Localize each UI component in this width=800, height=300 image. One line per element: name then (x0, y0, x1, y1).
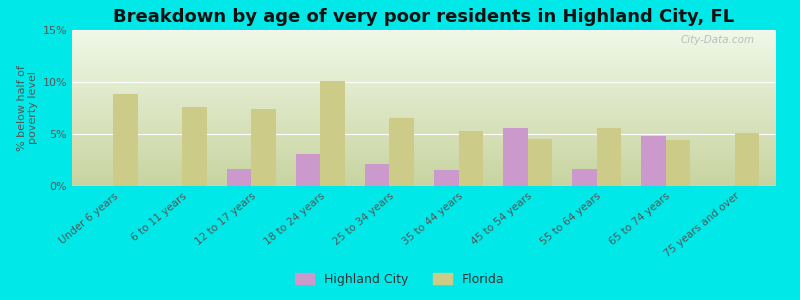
Bar (251, 109, 276, 186)
Bar (572, 169, 597, 186)
Bar (666, 140, 690, 186)
Bar (321, 81, 345, 186)
Bar (114, 94, 138, 186)
Bar (734, 133, 758, 186)
Bar (503, 128, 527, 186)
Legend: Highland City, Florida: Highland City, Florida (290, 268, 510, 291)
Bar (527, 139, 552, 186)
Bar (390, 118, 414, 186)
Bar (227, 169, 251, 186)
Bar (458, 131, 482, 186)
Bar (642, 136, 666, 186)
Y-axis label: % below half of
poverty level: % below half of poverty level (17, 65, 38, 151)
Bar (366, 164, 390, 186)
Bar (597, 128, 621, 186)
Text: City-Data.com: City-Data.com (681, 35, 755, 45)
Title: Breakdown by age of very poor residents in Highland City, FL: Breakdown by age of very poor residents … (114, 8, 734, 26)
Bar (296, 154, 321, 186)
Bar (434, 170, 458, 186)
Bar (182, 107, 206, 186)
